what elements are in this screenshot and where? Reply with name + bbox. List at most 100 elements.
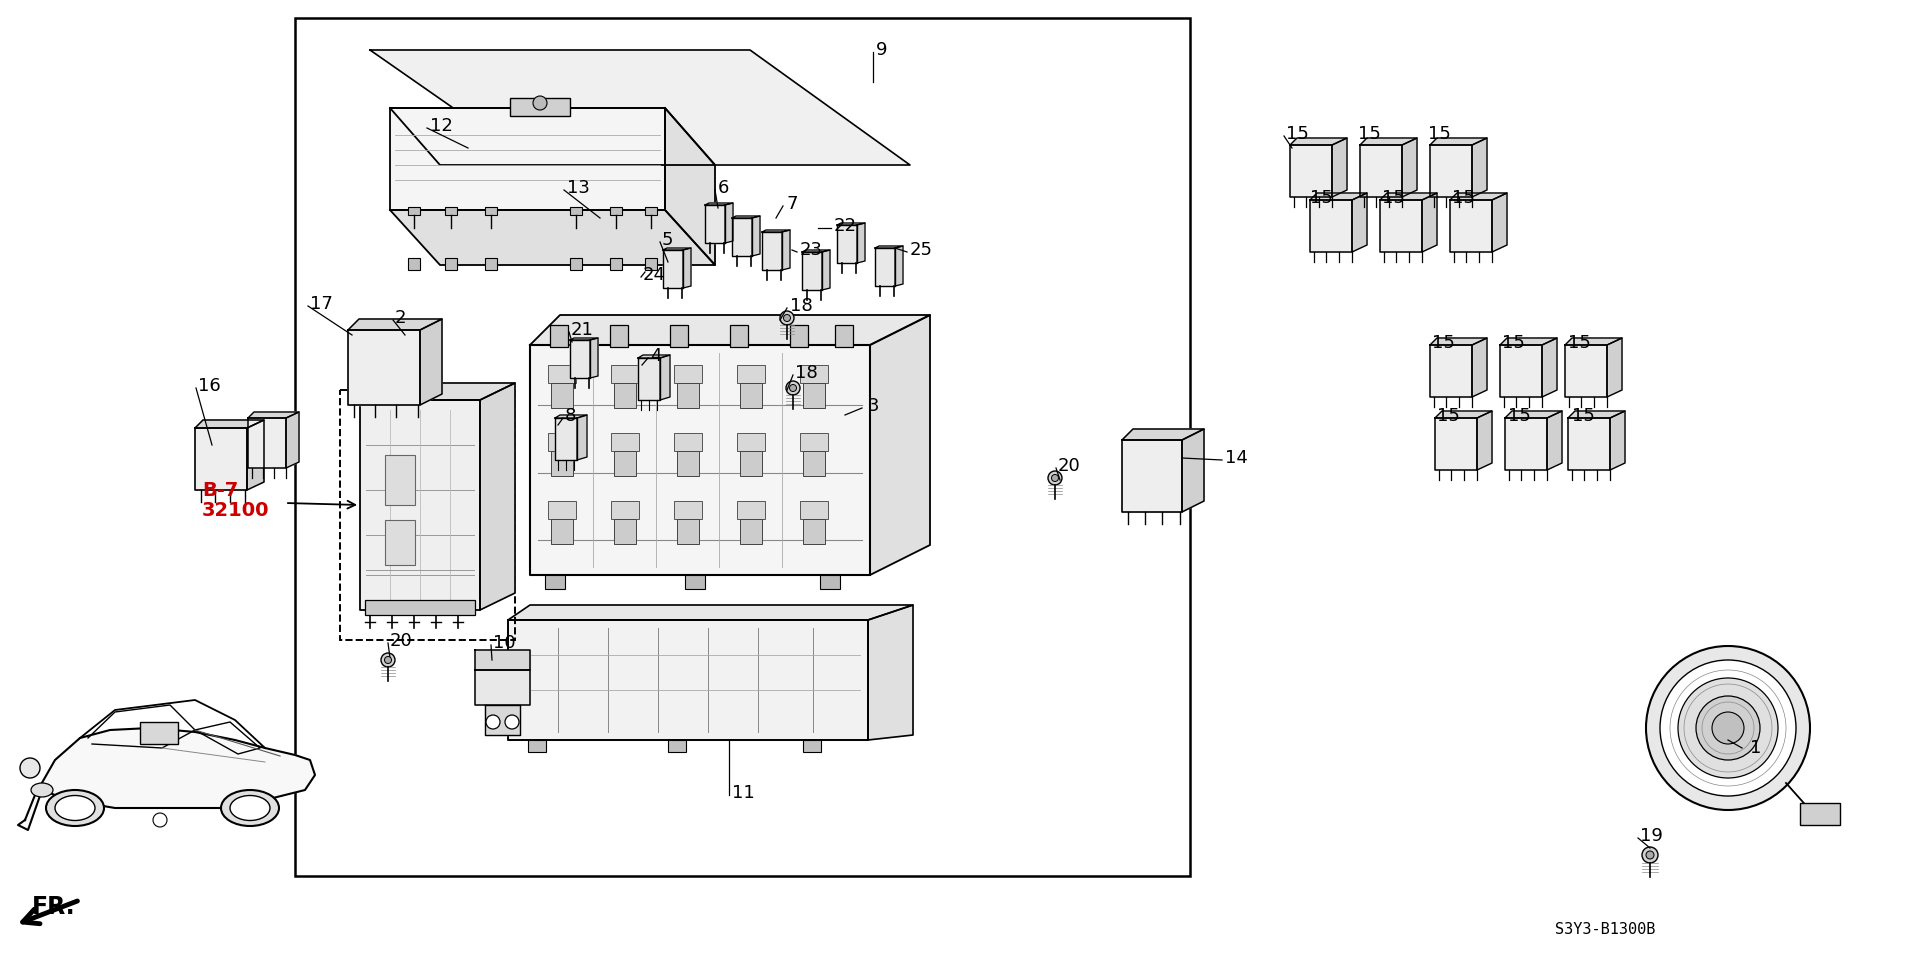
Circle shape [789,385,797,391]
Polygon shape [762,230,789,232]
Polygon shape [662,248,691,250]
Bar [737,365,764,383]
Text: 15: 15 [1507,407,1530,425]
Polygon shape [870,315,929,575]
Text: 15: 15 [1432,334,1455,352]
Bar [730,325,749,347]
Polygon shape [361,383,515,400]
Circle shape [1713,712,1743,744]
Bar [340,390,515,640]
Circle shape [785,381,801,395]
Bar [614,383,636,408]
Polygon shape [1565,338,1622,345]
Bar [614,451,636,476]
Bar [670,325,687,347]
Text: 16: 16 [198,377,221,395]
Bar [801,501,828,519]
Circle shape [1048,471,1062,485]
Text: 15: 15 [1501,334,1524,352]
Text: 15: 15 [1569,334,1592,352]
Circle shape [1642,847,1659,863]
Bar [739,383,762,408]
Polygon shape [803,252,822,290]
Bar [545,575,564,589]
Polygon shape [705,205,726,243]
Polygon shape [868,605,914,740]
Polygon shape [248,418,286,468]
Polygon shape [1476,411,1492,470]
Polygon shape [803,250,829,252]
Bar [611,433,639,451]
Bar [737,501,764,519]
Bar [674,433,703,451]
Polygon shape [570,338,597,340]
Bar [445,207,457,215]
Text: 21: 21 [570,321,593,339]
Text: 22: 22 [833,217,856,235]
Circle shape [19,758,40,778]
Text: FR.: FR. [33,895,75,919]
Polygon shape [822,250,829,290]
Text: 8: 8 [564,407,576,425]
Polygon shape [1359,138,1417,145]
Text: 15: 15 [1286,125,1309,143]
Polygon shape [1430,345,1473,397]
Bar [645,258,657,270]
Text: 10: 10 [493,634,516,652]
Text: 12: 12 [430,117,453,135]
Bar [547,501,576,519]
Circle shape [505,715,518,729]
Polygon shape [1183,429,1204,512]
Polygon shape [530,315,929,345]
Text: 17: 17 [309,295,332,313]
Circle shape [380,653,396,667]
Polygon shape [390,210,714,265]
Text: B-7: B-7 [202,480,238,500]
Polygon shape [1565,345,1607,397]
Text: 13: 13 [566,179,589,197]
Text: 24: 24 [643,266,666,284]
Bar [445,258,457,270]
Polygon shape [1290,145,1332,197]
Polygon shape [662,250,684,288]
Polygon shape [1500,345,1542,397]
Bar [645,207,657,215]
Bar [486,258,497,270]
Polygon shape [486,705,520,735]
Bar [486,207,497,215]
Polygon shape [1380,193,1436,200]
Polygon shape [1430,338,1486,345]
Polygon shape [1450,200,1492,252]
Polygon shape [684,248,691,288]
Polygon shape [1430,138,1486,145]
Polygon shape [664,108,714,265]
Polygon shape [1505,411,1563,418]
Text: 4: 4 [651,347,662,365]
Polygon shape [286,412,300,468]
Ellipse shape [31,783,54,797]
Bar [511,98,570,116]
Polygon shape [1500,338,1557,345]
Bar [737,433,764,451]
Polygon shape [1505,418,1548,470]
Bar [789,325,808,347]
Polygon shape [837,225,856,263]
Bar [739,451,762,476]
Bar [365,600,474,615]
Polygon shape [1450,193,1507,200]
Polygon shape [474,670,530,705]
Polygon shape [1473,138,1486,197]
Circle shape [486,715,499,729]
Polygon shape [1569,411,1624,418]
Text: 25: 25 [910,241,933,259]
Bar [407,258,420,270]
Polygon shape [371,50,910,165]
Bar [668,740,685,752]
Bar [386,520,415,565]
Polygon shape [1121,429,1204,440]
Polygon shape [876,246,902,248]
Text: 19: 19 [1640,827,1663,845]
Bar [611,501,639,519]
Circle shape [534,96,547,110]
Polygon shape [781,230,789,270]
